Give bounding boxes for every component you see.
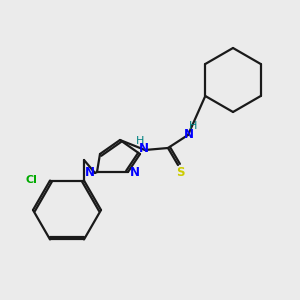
Text: N: N: [139, 142, 149, 155]
Text: H: H: [189, 121, 197, 131]
Text: N: N: [184, 128, 194, 140]
Text: N: N: [85, 166, 95, 178]
Text: H: H: [136, 136, 144, 146]
Text: S: S: [176, 167, 184, 179]
Text: Cl: Cl: [25, 175, 37, 184]
Text: N: N: [130, 166, 140, 178]
